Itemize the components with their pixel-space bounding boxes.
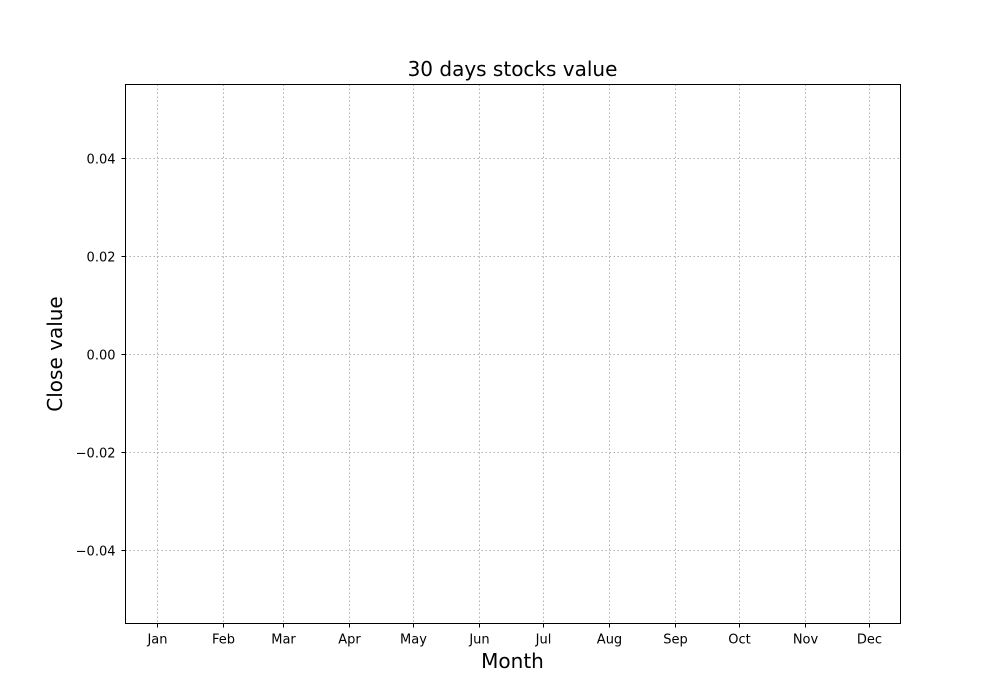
x-axis-label: Month: [481, 649, 544, 673]
x-tick-label: Aug: [597, 633, 622, 648]
y-tick-label: 0.04: [87, 153, 116, 168]
y-tick-label: 0.02: [87, 251, 116, 266]
y-tick-label: 0.00: [87, 349, 116, 364]
y-tick-label: −0.02: [76, 447, 116, 462]
grid-layer: [125, 84, 901, 624]
x-tick-label: Feb: [212, 633, 235, 648]
x-tick-label: Dec: [857, 633, 882, 648]
y-axis-label: Close value: [43, 296, 67, 411]
x-tick-label: Jul: [535, 633, 552, 648]
x-axis-ticks: Jan Feb Mar Apr May Jun Jul Aug Sep Oct Nov Dec: [146, 623, 882, 648]
x-tick-label: Mar: [271, 633, 296, 648]
chart-title: 30 days stocks value: [408, 57, 618, 81]
x-tick-label: Nov: [793, 633, 819, 648]
x-tick-label: May: [400, 633, 427, 648]
x-tick-label: Jun: [468, 633, 489, 648]
x-tick-label: Jan: [146, 633, 167, 648]
x-tick-label: Sep: [663, 633, 688, 648]
y-axis-ticks: −0.04 −0.02 0.00 0.02 0.04: [76, 153, 126, 560]
y-tick-label: −0.04: [76, 545, 116, 560]
x-tick-label: Apr: [338, 633, 361, 648]
x-tick-label: Oct: [728, 633, 750, 648]
